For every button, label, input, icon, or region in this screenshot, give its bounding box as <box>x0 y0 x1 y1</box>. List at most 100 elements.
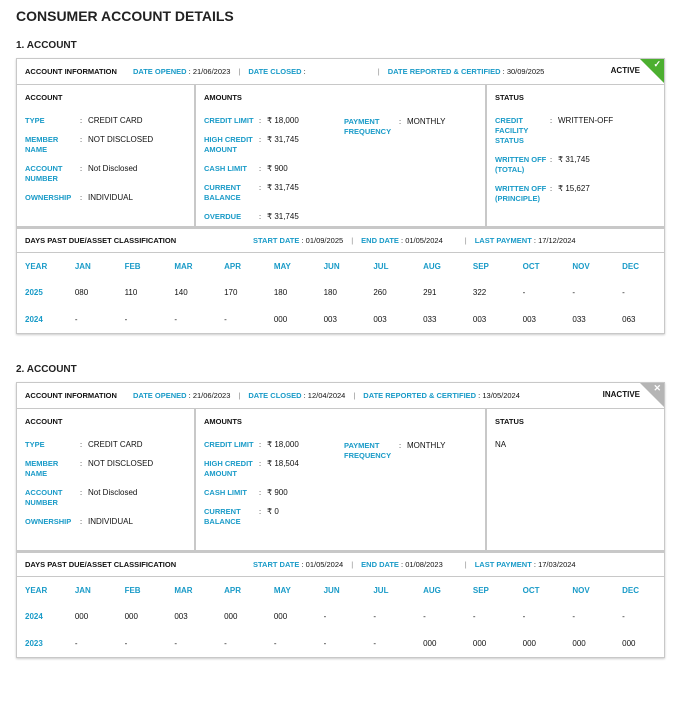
credit-limit-value: ₹ 18,000 <box>267 116 299 125</box>
field-type: TYPE: CREDIT CARD <box>25 440 143 449</box>
account-card: ACCOUNT INFORMATION DATE OPENED : 21/06/… <box>16 58 665 334</box>
month-header: JUN <box>323 585 340 595</box>
month-header: MAR <box>174 585 193 595</box>
dpd-cell: 003 <box>373 314 387 324</box>
dpd-cell: - <box>572 288 576 298</box>
field-high-credit: HIGH CREDIT AMOUNT: ₹ 31,745 <box>204 135 299 154</box>
month-header: FEB <box>124 261 141 271</box>
account-column: ACCOUNT TYPE: CREDIT CARD MEMBER NAME: NOT … <box>17 409 196 550</box>
dpd-cell: - <box>273 638 277 648</box>
payment-frequency-value: MONTHLY <box>407 117 446 126</box>
dpd-cell: 000 <box>572 638 586 648</box>
dpd-cell: 260 <box>373 288 387 298</box>
dpd-table: YEAR JAN FEB MAR APR MAY JUN JUL AUG SEP OCT NOV DEC… <box>17 253 664 333</box>
dpd-cell: - <box>622 612 625 622</box>
dpd-cell: - <box>224 314 227 324</box>
dpd-header: DAYS PAST DUE/ASSET CLASSIFICATION START… <box>17 553 664 577</box>
month-header: DEC <box>622 585 640 595</box>
month-header: JUL <box>373 261 389 271</box>
field-account-number: ACCOUNT NUMBER: Not Disclosed <box>25 488 138 507</box>
cash-limit-value: ₹ 900 <box>267 488 288 497</box>
field-written-off-total: WRITTEN OFF (TOTAL): ₹ 31,745 <box>495 155 590 174</box>
dpd-row: 2024 000 000 003 000 000- - - - - - - <box>17 604 664 631</box>
month-header: OCT <box>522 585 540 595</box>
close-icon: ✕ <box>653 383 661 393</box>
month-header: FEB <box>124 585 141 595</box>
dpd-cell: - <box>522 612 526 622</box>
dpd-cell: 080 <box>74 288 89 298</box>
field-member-name: MEMBER NAME: NOT DISCLOSED <box>25 459 154 478</box>
status-badge: INACTIVE <box>602 390 640 399</box>
written-off-principle-value: ₹ 15,627 <box>558 184 590 193</box>
dpd-cell: - <box>74 638 78 648</box>
month-header: APR <box>224 261 241 271</box>
account-column: ACCOUNT TYPE: CREDIT CARD MEMBER NAME: NOT … <box>17 85 196 226</box>
payment-frequency-value: MONTHLY <box>407 441 446 450</box>
dpd-cell: 003 <box>522 314 536 324</box>
account-number-value: Not Disclosed <box>88 488 138 497</box>
month-header: JAN <box>74 585 91 595</box>
field-payment-frequency: PAYMENT FREQUENCY: MONTHLY <box>344 117 446 136</box>
dpd-cell: - <box>373 638 377 648</box>
dpd-cell: - <box>622 288 625 298</box>
dpd-cell: 000 <box>472 638 487 648</box>
dpd-cell: 000 <box>224 612 238 622</box>
dpd-cell: 000 <box>273 314 288 324</box>
member-name-value: NOT DISCLOSED <box>88 459 154 468</box>
field-written-off-principle: WRITTEN OFF (PRINCIPLE): ₹ 15,627 <box>495 184 590 203</box>
dpd-cell: 033 <box>572 314 586 324</box>
dpd-cell: 003 <box>472 314 487 324</box>
date-reported: 30/09/2025 <box>506 67 545 76</box>
field-payment-frequency: PAYMENT FREQUENCY: MONTHLY <box>344 441 446 460</box>
dpd-cell: 003 <box>323 314 337 324</box>
start-date: 01/09/2025 <box>305 236 344 245</box>
dpd-cell: 000 <box>622 638 636 648</box>
overdue-value: ₹ 31,745 <box>267 212 299 221</box>
month-header: APR <box>224 585 241 595</box>
field-ownership: OWNERSHIP: INDIVIDUAL <box>25 193 133 202</box>
last-payment: 17/12/2024 <box>538 236 576 245</box>
dpd-cell: - <box>174 638 177 648</box>
field-credit-limit: CREDIT LIMIT: ₹ 18,000 <box>204 440 299 449</box>
start-date: 01/05/2024 <box>305 560 344 569</box>
dpd-cell: - <box>323 638 327 648</box>
ownership-value: INDIVIDUAL <box>88 517 133 526</box>
month-header: NOV <box>572 585 590 595</box>
credit-limit-value: ₹ 18,000 <box>267 440 299 449</box>
month-header: SEP <box>472 585 489 595</box>
account-section-title: 1. ACCOUNT <box>16 40 77 51</box>
dpd-cell: 180 <box>273 288 288 298</box>
dpd-row: 2024- - - -000 003 003 033 003 003 033 063 <box>17 306 664 333</box>
month-header: JAN <box>74 261 91 271</box>
dpd-cell: 180 <box>323 288 337 298</box>
page-title: CONSUMER ACCOUNT DETAILS <box>16 8 234 24</box>
field-current-balance: CURRENT BALANCE: ₹ 31,745 <box>204 183 299 202</box>
current-balance-value: ₹ 31,745 <box>267 183 299 192</box>
dpd-cell: - <box>74 314 78 324</box>
month-header: MAR <box>174 261 193 271</box>
field-current-balance: CURRENT BALANCE: ₹ 0 <box>204 507 279 526</box>
dpd-table: YEAR JAN FEB MAR APR MAY JUN JUL AUG SEP OCT NOV DEC… <box>17 577 664 657</box>
month-header: SEP <box>472 261 489 271</box>
dpd-cell: 000 <box>423 638 437 648</box>
field-member-name: MEMBER NAME: NOT DISCLOSED <box>25 135 154 154</box>
dpd-cell: 291 <box>423 288 437 298</box>
dpd-cell: - <box>572 612 576 622</box>
field-cash-limit: CASH LIMIT: ₹ 900 <box>204 164 288 173</box>
dpd-header: DAYS PAST DUE/ASSET CLASSIFICATION START… <box>17 229 664 253</box>
current-balance-value: ₹ 0 <box>267 507 279 516</box>
end-date: 01/08/2023 <box>405 560 443 569</box>
end-date: 01/05/2024 <box>405 236 443 245</box>
high-credit-value: ₹ 18,504 <box>267 459 299 468</box>
dpd-cell: 110 <box>124 288 138 298</box>
cash-limit-value: ₹ 900 <box>267 164 288 173</box>
dpd-row: 2023- - - - - - -000 000 000 000 000 <box>17 630 664 657</box>
dpd-cell: 000 <box>522 638 536 648</box>
amounts-column: AMOUNTS CREDIT LIMIT: ₹ 18,000 HIGH CREDIT… <box>196 409 487 550</box>
account-section-title: 2. ACCOUNT <box>16 364 77 375</box>
date-closed: 12/04/2024 <box>307 391 346 400</box>
field-credit-limit: CREDIT LIMIT: ₹ 18,000 <box>204 116 299 125</box>
month-header: MAY <box>273 261 291 271</box>
dpd-cell: - <box>124 638 128 648</box>
status-column: STATUS CREDIT FACILITY STATUS: WRITTEN-OF… <box>487 85 664 226</box>
